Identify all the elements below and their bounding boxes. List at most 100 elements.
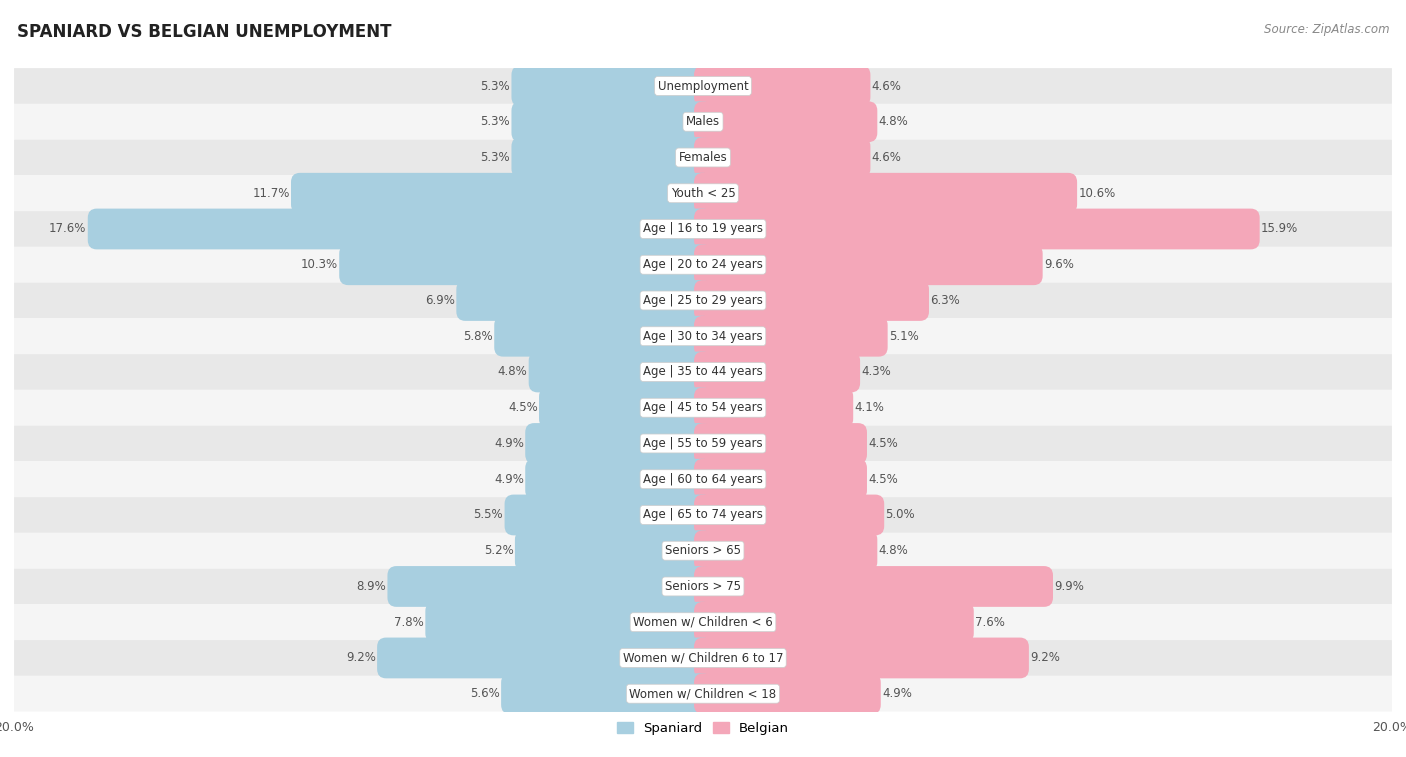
Text: Women w/ Children 6 to 17: Women w/ Children 6 to 17 bbox=[623, 652, 783, 665]
FancyBboxPatch shape bbox=[14, 640, 1392, 676]
FancyBboxPatch shape bbox=[14, 319, 1392, 354]
Text: 4.6%: 4.6% bbox=[872, 151, 901, 164]
FancyBboxPatch shape bbox=[526, 459, 711, 500]
Text: 4.5%: 4.5% bbox=[508, 401, 537, 414]
Text: 7.8%: 7.8% bbox=[394, 615, 425, 629]
FancyBboxPatch shape bbox=[512, 66, 711, 107]
Text: Source: ZipAtlas.com: Source: ZipAtlas.com bbox=[1264, 23, 1389, 36]
FancyBboxPatch shape bbox=[14, 176, 1392, 211]
FancyBboxPatch shape bbox=[14, 497, 1392, 533]
Text: 5.1%: 5.1% bbox=[889, 330, 918, 343]
FancyBboxPatch shape bbox=[501, 673, 711, 714]
FancyBboxPatch shape bbox=[695, 66, 870, 107]
FancyBboxPatch shape bbox=[14, 139, 1392, 176]
FancyBboxPatch shape bbox=[14, 247, 1392, 282]
FancyBboxPatch shape bbox=[14, 604, 1392, 640]
Text: 5.0%: 5.0% bbox=[886, 509, 915, 522]
FancyBboxPatch shape bbox=[388, 566, 711, 607]
Text: 5.2%: 5.2% bbox=[484, 544, 513, 557]
Text: 4.9%: 4.9% bbox=[882, 687, 912, 700]
FancyBboxPatch shape bbox=[695, 566, 1053, 607]
FancyBboxPatch shape bbox=[695, 173, 1077, 213]
FancyBboxPatch shape bbox=[695, 602, 974, 643]
Text: 9.2%: 9.2% bbox=[1031, 652, 1060, 665]
Text: Women w/ Children < 6: Women w/ Children < 6 bbox=[633, 615, 773, 629]
Text: 4.3%: 4.3% bbox=[862, 366, 891, 378]
Text: Age | 65 to 74 years: Age | 65 to 74 years bbox=[643, 509, 763, 522]
Text: 4.9%: 4.9% bbox=[494, 437, 524, 450]
FancyBboxPatch shape bbox=[14, 461, 1392, 497]
FancyBboxPatch shape bbox=[505, 494, 711, 535]
FancyBboxPatch shape bbox=[339, 245, 711, 285]
Text: SPANIARD VS BELGIAN UNEMPLOYMENT: SPANIARD VS BELGIAN UNEMPLOYMENT bbox=[17, 23, 391, 41]
Text: Age | 20 to 24 years: Age | 20 to 24 years bbox=[643, 258, 763, 271]
FancyBboxPatch shape bbox=[14, 68, 1392, 104]
FancyBboxPatch shape bbox=[87, 209, 711, 249]
FancyBboxPatch shape bbox=[515, 531, 711, 571]
Text: 4.5%: 4.5% bbox=[869, 437, 898, 450]
Text: 6.9%: 6.9% bbox=[425, 294, 456, 307]
Text: 9.2%: 9.2% bbox=[346, 652, 375, 665]
FancyBboxPatch shape bbox=[529, 351, 711, 392]
FancyBboxPatch shape bbox=[695, 101, 877, 142]
FancyBboxPatch shape bbox=[526, 423, 711, 464]
Text: 5.6%: 5.6% bbox=[470, 687, 499, 700]
Text: Women w/ Children < 18: Women w/ Children < 18 bbox=[630, 687, 776, 700]
Legend: Spaniard, Belgian: Spaniard, Belgian bbox=[612, 716, 794, 740]
Text: Unemployment: Unemployment bbox=[658, 79, 748, 92]
FancyBboxPatch shape bbox=[695, 209, 1260, 249]
Text: 4.9%: 4.9% bbox=[494, 472, 524, 486]
Text: Age | 55 to 59 years: Age | 55 to 59 years bbox=[643, 437, 763, 450]
FancyBboxPatch shape bbox=[495, 316, 711, 357]
FancyBboxPatch shape bbox=[14, 211, 1392, 247]
FancyBboxPatch shape bbox=[512, 101, 711, 142]
FancyBboxPatch shape bbox=[14, 354, 1392, 390]
Text: 4.8%: 4.8% bbox=[498, 366, 527, 378]
Text: Youth < 25: Youth < 25 bbox=[671, 187, 735, 200]
FancyBboxPatch shape bbox=[14, 390, 1392, 425]
Text: 5.3%: 5.3% bbox=[481, 79, 510, 92]
FancyBboxPatch shape bbox=[14, 425, 1392, 461]
FancyBboxPatch shape bbox=[695, 531, 877, 571]
Text: Age | 60 to 64 years: Age | 60 to 64 years bbox=[643, 472, 763, 486]
Text: Age | 45 to 54 years: Age | 45 to 54 years bbox=[643, 401, 763, 414]
FancyBboxPatch shape bbox=[695, 423, 868, 464]
FancyBboxPatch shape bbox=[512, 137, 711, 178]
FancyBboxPatch shape bbox=[695, 351, 860, 392]
Text: Females: Females bbox=[679, 151, 727, 164]
Text: 4.5%: 4.5% bbox=[869, 472, 898, 486]
FancyBboxPatch shape bbox=[426, 602, 711, 643]
Text: Seniors > 75: Seniors > 75 bbox=[665, 580, 741, 593]
Text: Age | 16 to 19 years: Age | 16 to 19 years bbox=[643, 223, 763, 235]
Text: 5.3%: 5.3% bbox=[481, 115, 510, 128]
Text: 9.9%: 9.9% bbox=[1054, 580, 1084, 593]
FancyBboxPatch shape bbox=[14, 676, 1392, 712]
FancyBboxPatch shape bbox=[14, 282, 1392, 319]
Text: 5.8%: 5.8% bbox=[463, 330, 494, 343]
Text: 4.8%: 4.8% bbox=[879, 544, 908, 557]
FancyBboxPatch shape bbox=[538, 388, 711, 428]
FancyBboxPatch shape bbox=[695, 280, 929, 321]
FancyBboxPatch shape bbox=[14, 569, 1392, 604]
Text: Seniors > 65: Seniors > 65 bbox=[665, 544, 741, 557]
FancyBboxPatch shape bbox=[695, 388, 853, 428]
FancyBboxPatch shape bbox=[291, 173, 711, 213]
FancyBboxPatch shape bbox=[695, 459, 868, 500]
FancyBboxPatch shape bbox=[695, 137, 870, 178]
Text: 4.6%: 4.6% bbox=[872, 79, 901, 92]
Text: Males: Males bbox=[686, 115, 720, 128]
Text: 4.1%: 4.1% bbox=[855, 401, 884, 414]
Text: 8.9%: 8.9% bbox=[356, 580, 387, 593]
FancyBboxPatch shape bbox=[695, 245, 1043, 285]
Text: Age | 35 to 44 years: Age | 35 to 44 years bbox=[643, 366, 763, 378]
FancyBboxPatch shape bbox=[695, 494, 884, 535]
Text: 7.6%: 7.6% bbox=[976, 615, 1005, 629]
FancyBboxPatch shape bbox=[695, 637, 1029, 678]
Text: 10.6%: 10.6% bbox=[1078, 187, 1116, 200]
Text: 15.9%: 15.9% bbox=[1261, 223, 1298, 235]
FancyBboxPatch shape bbox=[14, 104, 1392, 139]
Text: 6.3%: 6.3% bbox=[931, 294, 960, 307]
FancyBboxPatch shape bbox=[695, 673, 880, 714]
Text: 11.7%: 11.7% bbox=[252, 187, 290, 200]
FancyBboxPatch shape bbox=[457, 280, 711, 321]
